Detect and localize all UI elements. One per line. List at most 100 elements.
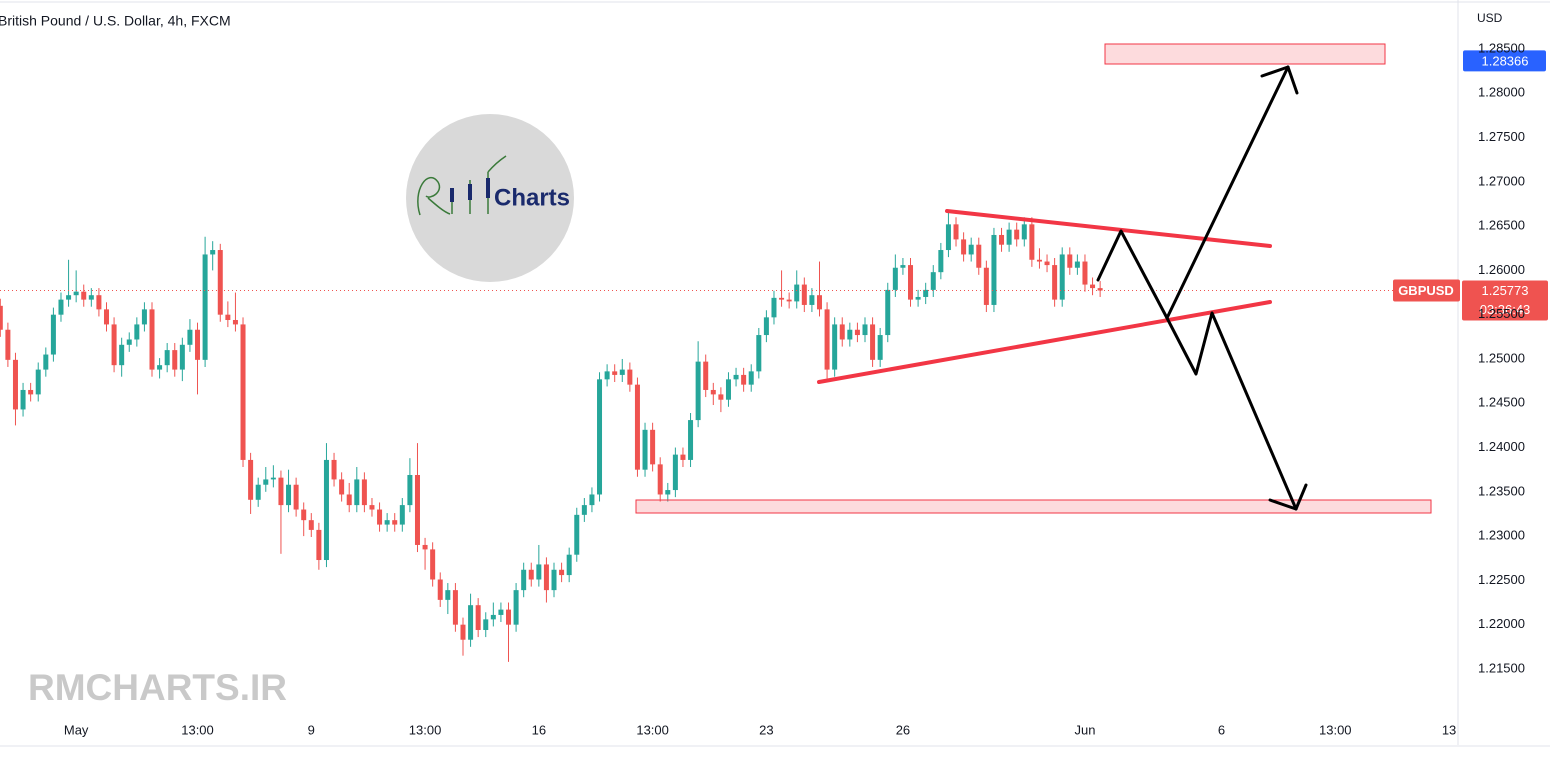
candle-body	[346, 494, 352, 506]
candle-body	[96, 295, 102, 310]
y-tick-label: 1.23000	[1478, 528, 1525, 543]
logo-candle	[486, 178, 490, 198]
candle-body	[179, 344, 185, 370]
candle-body	[885, 289, 891, 336]
candle-body	[786, 299, 792, 302]
y-tick-label: 1.24000	[1478, 439, 1525, 454]
candle-body	[551, 569, 557, 591]
candle-body	[460, 624, 466, 640]
candle-body	[437, 579, 443, 600]
candle-body	[452, 590, 458, 625]
candle-body	[983, 267, 989, 305]
candle-body	[293, 484, 299, 510]
candle-body	[1082, 261, 1088, 285]
candle-body	[892, 267, 898, 290]
candle-body	[536, 564, 542, 580]
x-tick-label: 13:00	[181, 722, 214, 737]
y-tick-label: 1.25000	[1478, 350, 1525, 365]
candle-body	[286, 484, 292, 506]
candle-body	[581, 505, 587, 515]
arrow-head	[1260, 65, 1299, 95]
candle-body	[976, 244, 982, 268]
candle-body	[923, 289, 929, 297]
y-tick-label: 1.27000	[1478, 173, 1525, 188]
candle-body	[650, 429, 656, 465]
candle-body	[604, 371, 610, 380]
candle-body	[733, 374, 739, 380]
candle-body	[58, 299, 64, 315]
candle-body	[202, 254, 208, 360]
candle-body	[1097, 288, 1103, 291]
candle-body	[149, 309, 155, 370]
candle-body	[430, 549, 436, 580]
last-price-label-bg	[1462, 280, 1548, 321]
candle-body	[50, 314, 56, 355]
x-tick-label: 13:00	[1319, 722, 1352, 737]
candle-body	[665, 490, 671, 495]
arrow-path	[1165, 65, 1290, 320]
candle-body	[28, 389, 34, 395]
candle-body	[422, 544, 428, 550]
candle-body	[308, 520, 314, 530]
candle-body	[475, 605, 481, 630]
candle-body	[505, 609, 512, 625]
candle-body	[839, 324, 845, 340]
y-tick-label: 1.28000	[1478, 85, 1525, 100]
symbol-label-bg	[1393, 279, 1460, 302]
candle-body	[354, 479, 360, 506]
x-tick-label: 13:00	[636, 722, 669, 737]
y-tick-label: 1.23500	[1478, 483, 1525, 498]
candle-body	[589, 494, 595, 506]
support-zone	[635, 499, 1432, 514]
candle-body	[81, 291, 87, 300]
y-tick-label: 1.26500	[1478, 218, 1525, 233]
candle-body	[270, 477, 276, 480]
candle-body	[1067, 254, 1073, 268]
candle-body	[1021, 224, 1027, 240]
candle-body	[809, 295, 815, 305]
candle-body	[1014, 229, 1020, 240]
candle-body	[164, 350, 170, 366]
candle-body	[331, 459, 337, 480]
candle-body	[263, 479, 269, 485]
chart-title: British Pound / U.S. Dollar, 4h, FXCM	[0, 13, 231, 29]
candle-body	[725, 379, 731, 400]
candle-body	[847, 329, 853, 340]
y-tick-label: 1.27500	[1478, 129, 1525, 144]
candle-body	[217, 250, 223, 315]
logo-text: Charts	[494, 184, 570, 211]
candle-body	[490, 614, 496, 620]
candle-body	[870, 324, 876, 360]
trend-line	[817, 300, 1272, 384]
candle-body	[126, 339, 132, 345]
candle-body	[187, 329, 193, 345]
candle-body	[574, 514, 580, 555]
candle-body	[961, 239, 967, 255]
candle-body	[672, 454, 678, 491]
candle-body	[483, 619, 489, 630]
symbol-label: GBPUSD	[1398, 283, 1454, 298]
trend-line	[945, 209, 1272, 248]
candle-body	[172, 350, 178, 370]
x-tick-label: 13:00	[409, 722, 442, 737]
logo: Charts	[406, 114, 574, 282]
candle-body	[862, 324, 868, 336]
candle-body	[1029, 224, 1035, 260]
arrow-head	[1268, 483, 1308, 511]
candle-body	[627, 369, 633, 385]
candle-body	[528, 569, 534, 580]
candle-body	[657, 464, 663, 495]
candle-body	[718, 394, 724, 400]
candle-body	[741, 374, 747, 385]
candle-body	[1036, 259, 1042, 262]
watermark: RMCHARTS.IR	[28, 667, 287, 708]
y-tick-label: 1.22500	[1478, 572, 1525, 587]
candle-body	[392, 520, 398, 525]
candle-body	[938, 250, 944, 273]
candle-body	[908, 265, 914, 300]
candle-body	[900, 265, 906, 268]
candle-body	[157, 365, 163, 370]
candle-body	[5, 329, 11, 360]
